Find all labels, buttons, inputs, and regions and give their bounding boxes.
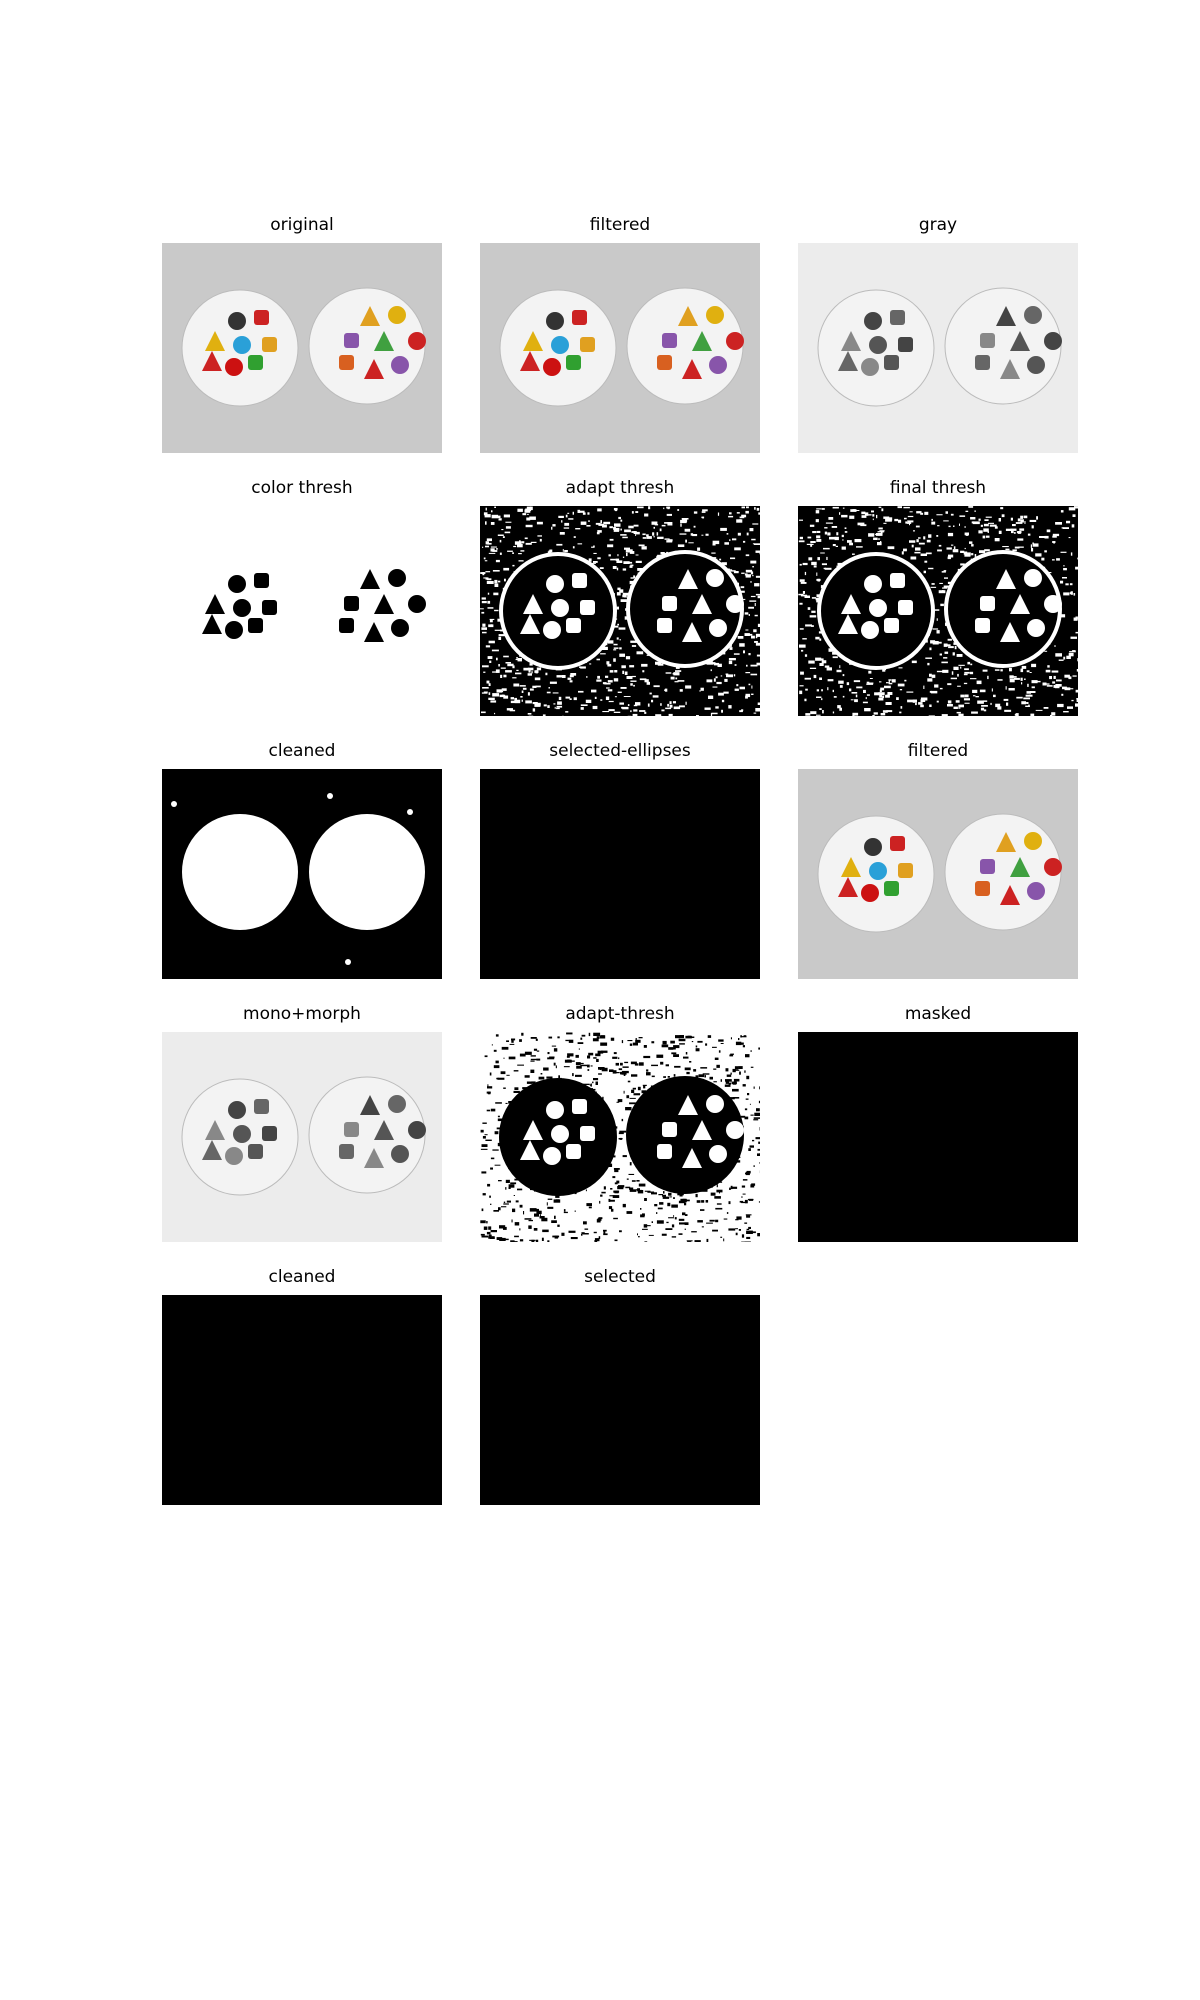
panel-image-svg bbox=[798, 1032, 1078, 1242]
panel-title: filtered bbox=[907, 741, 969, 761]
panel-image-svg bbox=[798, 769, 1078, 979]
panel-image bbox=[798, 1032, 1078, 1242]
panel-title: gray bbox=[918, 215, 958, 235]
panel-image bbox=[480, 1032, 760, 1242]
panel-image bbox=[162, 769, 442, 979]
panel-title: selected-ellipses bbox=[549, 741, 691, 761]
panel-title: color thresh bbox=[251, 478, 353, 498]
panel-title: final thresh bbox=[889, 478, 987, 498]
panel-image bbox=[162, 506, 442, 716]
panel-image-svg bbox=[162, 506, 442, 716]
panel-image bbox=[480, 243, 760, 453]
panel-title: selected bbox=[584, 1267, 656, 1287]
panel-title: cleaned bbox=[268, 1267, 336, 1287]
panel-image-svg bbox=[480, 243, 760, 453]
panel-title: adapt thresh bbox=[565, 478, 675, 498]
panel-image bbox=[798, 506, 1078, 716]
panel-image bbox=[162, 243, 442, 453]
panel-image-svg bbox=[480, 1295, 760, 1505]
panel-image-svg bbox=[162, 1295, 442, 1505]
panel-image-svg bbox=[480, 506, 760, 716]
panel-image-svg bbox=[162, 1032, 442, 1242]
panel-image-svg bbox=[480, 1032, 760, 1242]
panel-title: original bbox=[270, 215, 334, 235]
panel-image bbox=[480, 1295, 760, 1505]
panel-title: adapt-thresh bbox=[565, 1004, 675, 1024]
panel-image-svg bbox=[162, 769, 442, 979]
panel-title: mono+morph bbox=[243, 1004, 361, 1024]
panel-image bbox=[162, 1295, 442, 1505]
panel-title: masked bbox=[904, 1004, 972, 1024]
panel-image-svg bbox=[162, 243, 442, 453]
panel-image bbox=[480, 506, 760, 716]
panel-image-svg bbox=[480, 769, 760, 979]
panel-image bbox=[480, 769, 760, 979]
panel-title: filtered bbox=[589, 215, 651, 235]
panel-image bbox=[162, 1032, 442, 1242]
panel-image-svg bbox=[798, 243, 1078, 453]
panel-image-svg bbox=[798, 506, 1078, 716]
panel-image bbox=[798, 769, 1078, 979]
panel-title: cleaned bbox=[268, 741, 336, 761]
panel-image bbox=[798, 243, 1078, 453]
